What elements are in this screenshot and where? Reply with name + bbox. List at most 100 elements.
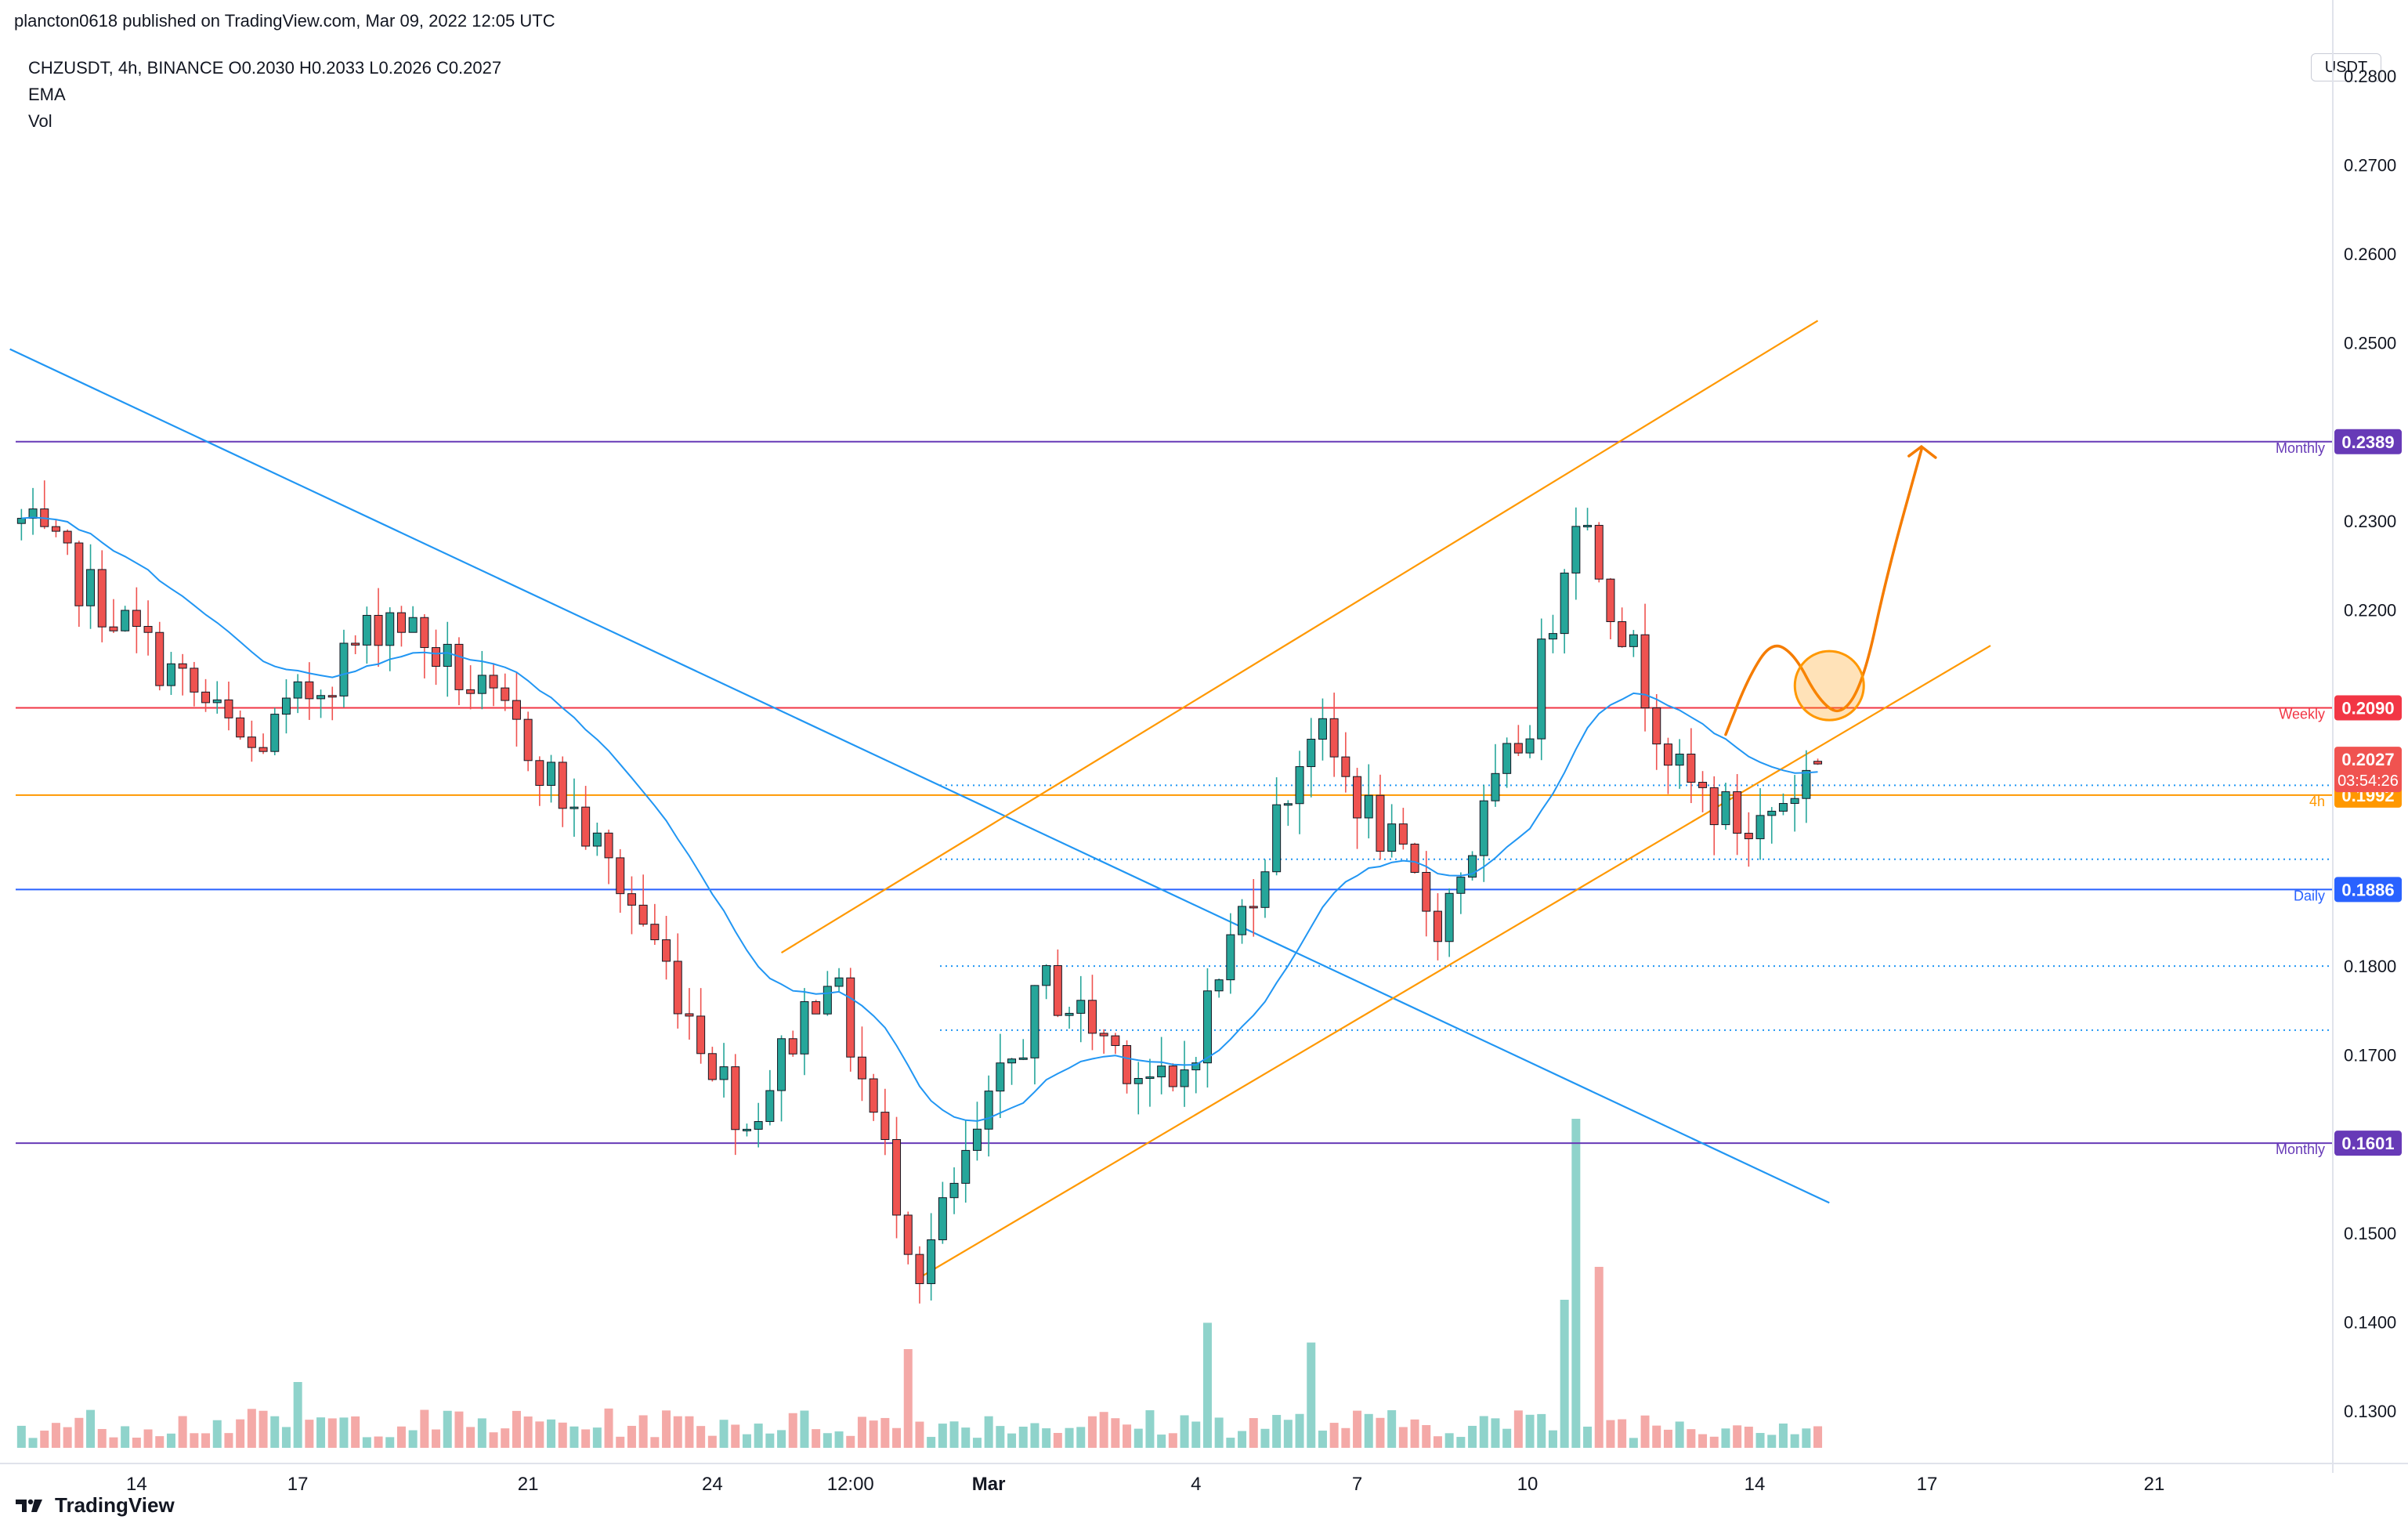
- volume-bar: [1548, 1430, 1557, 1448]
- candle-body: [385, 612, 395, 646]
- candle: [685, 988, 694, 1040]
- x-tick-label: 21: [518, 1474, 539, 1495]
- candle: [1295, 751, 1304, 834]
- candle: [143, 600, 153, 656]
- candle: [1790, 775, 1799, 832]
- volume-bar: [1202, 1322, 1212, 1448]
- candle-body: [1364, 794, 1373, 819]
- candle-body: [293, 681, 302, 699]
- price-tag-text: 0.1992: [2341, 786, 2394, 805]
- candle: [385, 607, 395, 671]
- candle: [86, 544, 96, 629]
- candle-body: [1042, 964, 1051, 986]
- volume-bar: [1387, 1410, 1397, 1448]
- candle-body: [707, 1053, 717, 1080]
- candle-body: [949, 1182, 959, 1199]
- candle: [707, 1047, 717, 1082]
- volume-bar: [754, 1424, 763, 1448]
- price-tag-text: 0.2090: [2341, 699, 2394, 718]
- volume-bar: [190, 1433, 199, 1448]
- x-tick-label: 14: [1745, 1474, 1766, 1495]
- volume-bar: [949, 1421, 959, 1448]
- volume-bar: [477, 1418, 486, 1448]
- candle: [1444, 888, 1454, 957]
- volume-bar: [28, 1438, 38, 1448]
- y-tick-label: 0.1400: [2344, 1313, 2396, 1333]
- x-tick-label: 17: [287, 1474, 309, 1495]
- ema-line: [21, 516, 1818, 1122]
- ema-indicator-label[interactable]: EMA: [28, 85, 66, 104]
- candle-body: [1755, 815, 1765, 840]
- x-tick-label: 24: [702, 1474, 723, 1495]
- volume-bar: [362, 1437, 371, 1448]
- candle: [201, 678, 211, 712]
- candle-body: [270, 714, 280, 752]
- candle-body: [1076, 1000, 1086, 1014]
- candle-body: [1307, 738, 1316, 768]
- candle-body: [547, 762, 556, 786]
- volume-bar: [1479, 1416, 1488, 1448]
- last-price-tag: 0.2027 03:54:26: [2334, 747, 2402, 793]
- candle-body: [984, 1091, 993, 1130]
- level-label: Daily: [2294, 888, 2325, 903]
- volume-bar: [1214, 1417, 1224, 1448]
- candle-body: [857, 1056, 866, 1080]
- candle: [1053, 949, 1062, 1018]
- candle-body: [1283, 803, 1293, 806]
- volume-bar: [316, 1417, 326, 1448]
- candle: [523, 711, 533, 772]
- candle-body: [880, 1112, 890, 1141]
- volume-bar: [1755, 1433, 1765, 1448]
- candle: [938, 1181, 947, 1244]
- candle: [696, 988, 706, 1064]
- candle-body: [1398, 823, 1408, 845]
- candle: [1456, 872, 1466, 914]
- symbol-ohlc-line[interactable]: CHZUSDT, 4h, BINANCE O0.2030 H0.2033 L0.…: [28, 58, 502, 78]
- volume-bar: [1629, 1438, 1638, 1448]
- candle-body: [1157, 1065, 1166, 1078]
- volume-bar: [1687, 1429, 1696, 1448]
- x-tick-label: 12:00: [827, 1474, 874, 1495]
- candle-body: [1214, 979, 1224, 992]
- candle: [1675, 739, 1684, 789]
- candle: [627, 876, 636, 935]
- candle-body: [846, 977, 855, 1058]
- published-line: plancton0618 published on TradingView.co…: [14, 11, 555, 31]
- candle: [581, 786, 591, 850]
- candle-body: [1513, 743, 1523, 754]
- volume-bar: [1018, 1427, 1028, 1448]
- candle: [1065, 1007, 1074, 1029]
- volume-bar: [857, 1416, 866, 1448]
- candle-body: [1387, 823, 1397, 852]
- candle-body: [190, 668, 199, 693]
- candle: [1698, 771, 1708, 812]
- candle: [270, 707, 280, 755]
- candle-body: [535, 760, 544, 786]
- candle-body: [1618, 620, 1627, 647]
- candle: [1018, 1039, 1028, 1061]
- volume-bar: [132, 1438, 141, 1448]
- candle: [731, 1054, 740, 1156]
- volume-bar: [512, 1410, 521, 1448]
- candle: [742, 1123, 751, 1137]
- candle: [984, 1075, 993, 1157]
- candle-body: [1133, 1077, 1143, 1084]
- candle-body: [1606, 578, 1615, 622]
- candle-body: [86, 569, 96, 606]
- volume-indicator-label[interactable]: Vol: [28, 111, 52, 131]
- candle: [512, 672, 521, 747]
- candle-body: [1295, 766, 1304, 805]
- tradingview-brand-text: TradingView: [55, 1493, 175, 1517]
- candle-body: [466, 689, 475, 694]
- x-tick-label: 17: [1917, 1474, 1938, 1495]
- volume-bar: [719, 1420, 729, 1448]
- candle: [880, 1088, 890, 1156]
- candle-body: [1491, 772, 1500, 801]
- volume-bar: [97, 1428, 107, 1448]
- volume-bar: [1398, 1427, 1408, 1448]
- candle-body: [1525, 738, 1535, 754]
- currency-unit-button[interactable]: USDT: [2311, 53, 2381, 81]
- candle: [121, 606, 130, 632]
- candle-body: [719, 1066, 729, 1080]
